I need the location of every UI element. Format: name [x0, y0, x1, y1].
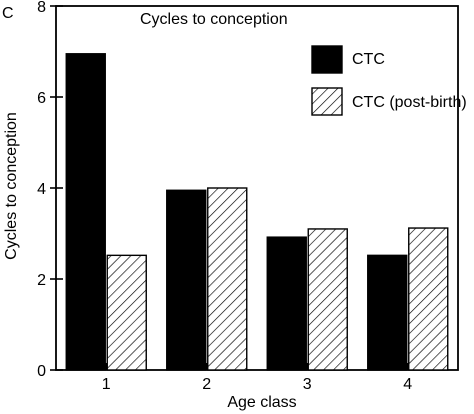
- legend: CTC CTC (post-birth): [311, 45, 467, 116]
- y-axis-label: Cycles to conception: [3, 112, 20, 260]
- bar-ctc-3: [266, 236, 307, 371]
- bar-ctc-post-birth-3: [307, 228, 348, 371]
- y-tick-label: 0: [37, 363, 46, 380]
- chart-title: Cycles to conception: [140, 11, 288, 28]
- y-tick-label: 2: [37, 272, 46, 289]
- legend-label: CTC (post-birth): [352, 94, 467, 111]
- x-axis: 1 2 3 4: [102, 363, 412, 393]
- bar-ctc-post-birth-2: [207, 187, 248, 371]
- y-tick-label: 4: [37, 181, 46, 198]
- bar-ctc-1: [65, 53, 106, 371]
- y-axis: 0 2 4 6 8: [37, 0, 63, 380]
- panel-label: C: [2, 5, 14, 22]
- y-tick-label: 6: [37, 90, 46, 107]
- x-tick-label: 3: [303, 376, 312, 393]
- bar-ctc-4: [367, 254, 408, 371]
- legend-label: CTC: [352, 51, 385, 68]
- bar-ctc-post-birth-4: [408, 227, 449, 371]
- y-tick-label: 8: [37, 0, 46, 16]
- x-tick-label: 2: [202, 376, 211, 393]
- legend-swatch: [311, 45, 343, 74]
- legend-swatch: [311, 87, 343, 116]
- x-tick-label: 1: [102, 376, 111, 393]
- x-axis-label: Age class: [227, 394, 296, 411]
- bar-ctc-post-birth-1: [106, 254, 147, 371]
- bars: [65, 53, 449, 371]
- bar-ctc-2: [166, 189, 207, 371]
- x-tick-label: 4: [403, 376, 412, 393]
